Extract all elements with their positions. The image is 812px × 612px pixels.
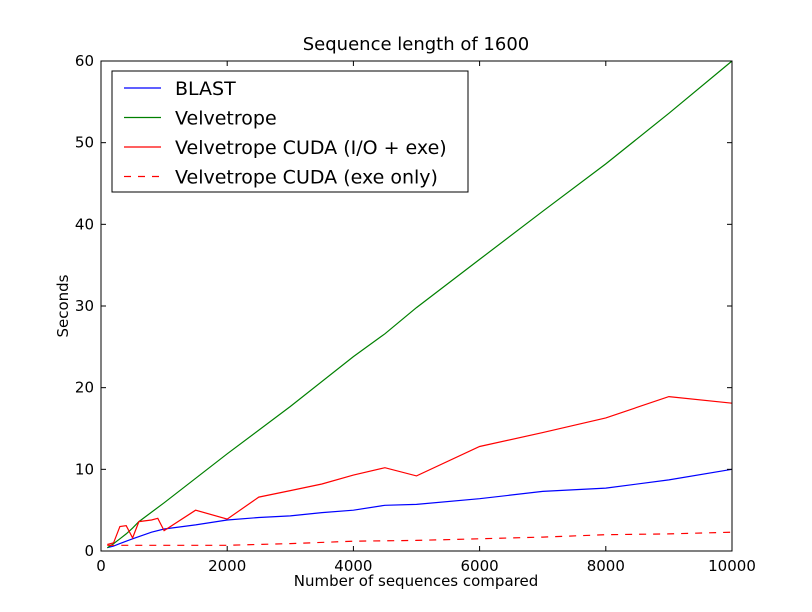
legend-label-1: BLAST <box>175 78 236 100</box>
legend-label-3: Velvetrope CUDA (I/O + exe) <box>175 137 447 159</box>
plot-layer <box>106 60 733 549</box>
y-tick-label: 50 <box>75 134 94 152</box>
legend-label-2: Velvetrope <box>175 108 277 130</box>
x-tick-label: 6000 <box>461 557 499 575</box>
x-tick-label: 0 <box>96 557 106 575</box>
series-line-4 <box>107 531 733 546</box>
x-tick-label: 8000 <box>587 557 625 575</box>
y-tick-label: 20 <box>75 379 94 397</box>
axis-ticks: 0 2000 4000 6000 8000 10000 0 10 20 30 40 50 60 <box>75 52 756 575</box>
x-tick-label: 2000 <box>208 557 246 575</box>
legend: BLAST Velvetrope Velvetrope CUDA (I/O + ex… <box>111 70 469 193</box>
series-line-3 <box>107 395 733 546</box>
x-tick-label: 4000 <box>334 557 372 575</box>
y-tick-label: 60 <box>75 52 94 70</box>
legend-label-4: Velvetrope CUDA (exe only) <box>175 167 438 189</box>
series-line-1 <box>107 468 733 549</box>
y-tick-label: 30 <box>75 297 94 315</box>
y-tick-label: 0 <box>84 542 94 560</box>
plot-frame <box>100 60 733 552</box>
y-tick-label: 40 <box>75 215 94 233</box>
x-tick-label: 10000 <box>708 557 756 575</box>
x-axis-label: Number of sequences compared <box>294 572 538 590</box>
chart-title: Sequence length of 1600 <box>303 34 530 55</box>
series-line-2 <box>106 60 733 549</box>
y-axis-label: Seconds <box>54 274 72 337</box>
y-tick-label: 10 <box>75 460 94 478</box>
legend-box <box>111 70 469 193</box>
